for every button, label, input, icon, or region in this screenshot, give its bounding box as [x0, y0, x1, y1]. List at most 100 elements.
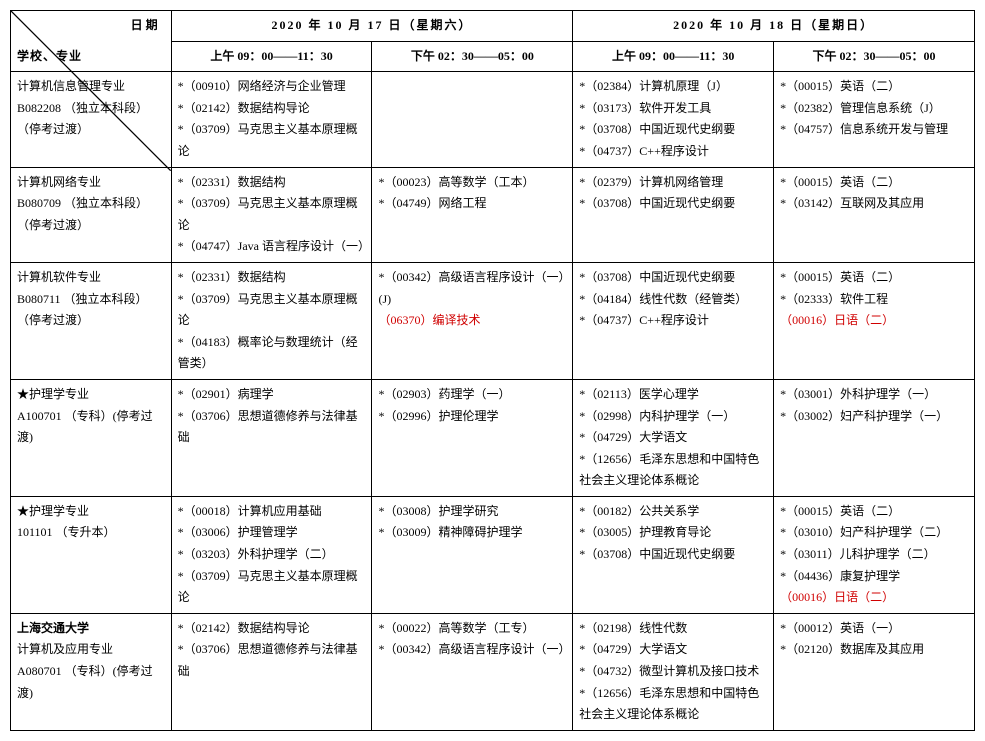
course-entry: *（02379）计算机网络管理	[579, 172, 767, 194]
course-entry: *（02382）管理信息系统（J）	[780, 98, 968, 120]
course-entry: *（02903）药理学（一）	[378, 384, 566, 406]
course-entry: *（04737）C++程序设计	[579, 310, 767, 332]
course-entry: *（02113）医学心理学	[579, 384, 767, 406]
slot-cell: *（03008）护理学研究*（03009）精神障碍护理学	[372, 496, 573, 613]
slot-cell: *（02379）计算机网络管理*（03708）中国近现代史纲要	[573, 167, 774, 262]
slot-cell: *（03708）中国近现代史纲要*（04184）线性代数（经管类）*（04737…	[573, 262, 774, 379]
course-entry: *（03709）马克思主义基本原理概论	[178, 119, 366, 162]
slot-cell: *（00022）高等数学（工专）*（00342）高级语言程序设计（一）	[372, 613, 573, 730]
major-line: 计算机信息管理专业	[17, 76, 165, 98]
major-line: （停考过渡）	[17, 119, 165, 141]
course-entry: *（03142）互联网及其应用	[780, 193, 968, 215]
slot-cell: *（00015）英语（二）*（02382）管理信息系统（J）*（04757）信息…	[774, 72, 975, 167]
course-entry: *（03708）中国近现代史纲要	[579, 193, 767, 215]
slot-cell: *（00018）计算机应用基础*（03006）护理管理学*（03203）外科护理…	[171, 496, 372, 613]
course-entry: *（04737）C++程序设计	[579, 141, 767, 163]
course-entry: *（03709）马克思主义基本原理概论	[178, 566, 366, 609]
course-entry: *（02120）数据库及其应用	[780, 639, 968, 661]
slot-cell: *（00015）英语（二）*（02333）软件工程（00016）日语（二）	[774, 262, 975, 379]
course-entry: *（00015）英语（二）	[780, 76, 968, 98]
exam-schedule-table: 日期 学校、专业 2020 年 10 月 17 日（星期六） 2020 年 10…	[10, 10, 975, 731]
major-line: （停考过渡）	[17, 215, 165, 237]
course-entry: *（00018）计算机应用基础	[178, 501, 366, 523]
slot-cell: *（02198）线性代数*（04729）大学语文*（04732）微型计算机及接口…	[573, 613, 774, 730]
course-entry: （00016）日语（二）	[780, 310, 968, 332]
course-entry: *（03001）外科护理学（一）	[780, 384, 968, 406]
course-entry: *（02142）数据结构导论	[178, 618, 366, 640]
course-entry: *（12656）毛泽东思想和中国特色社会主义理论体系概论	[579, 683, 767, 726]
course-entry: *（00015）英语（二）	[780, 501, 968, 523]
course-entry: *（02901）病理学	[178, 384, 366, 406]
course-entry: *（00022）高等数学（工专）	[378, 618, 566, 640]
header-slot-0-0: 上午 09：00——11：30	[171, 41, 372, 72]
major-line: A080701 （专科）(停考过渡)	[17, 661, 165, 704]
table-row: ★护理学专业101101 （专升本）*（00018）计算机应用基础*（03006…	[11, 496, 975, 613]
header-row-dates: 日期 学校、专业 2020 年 10 月 17 日（星期六） 2020 年 10…	[11, 11, 975, 42]
course-entry: *（04729）大学语文	[579, 427, 767, 449]
slot-cell: *（02142）数据结构导论*（03706）思想道德修养与法律基础	[171, 613, 372, 730]
course-entry: *（03708）中国近现代史纲要	[579, 119, 767, 141]
course-entry: *（03708）中国近现代史纲要	[579, 544, 767, 566]
major-cell: ★护理学专业A100701 （专科）(停考过渡)	[11, 379, 172, 496]
course-entry: *（03005）护理教育导论	[579, 522, 767, 544]
course-entry: （06370）编译技术	[378, 310, 566, 332]
course-entry: （00016）日语（二）	[780, 587, 968, 609]
course-entry: *（02384）计算机原理（J）	[579, 76, 767, 98]
slot-cell: *（02901）病理学*（03706）思想道德修养与法律基础	[171, 379, 372, 496]
course-entry: *（00342）高级语言程序设计（一）	[378, 639, 566, 661]
slot-cell: *（00910）网络经济与企业管理*（02142）数据结构导论*（03709）马…	[171, 72, 372, 167]
course-entry: *（02333）软件工程	[780, 289, 968, 311]
header-slot-1-1: 下午 02：30——05：00	[774, 41, 975, 72]
course-entry: *（02996）护理伦理学	[378, 406, 566, 428]
course-entry: *（00342）高级语言程序设计（一）(J)	[378, 267, 566, 310]
course-entry: *（04436）康复护理学	[780, 566, 968, 588]
major-cell: 上海交通大学计算机及应用专业A080701 （专科）(停考过渡)	[11, 613, 172, 730]
major-line: 上海交通大学	[17, 618, 165, 640]
slot-cell: *（02384）计算机原理（J）*（03173）软件开发工具*（03708）中国…	[573, 72, 774, 167]
major-cell: 计算机软件专业B080711 （独立本科段）（停考过渡）	[11, 262, 172, 379]
major-line: B080709 （独立本科段）	[17, 193, 165, 215]
course-entry: *（04749）网络工程	[378, 193, 566, 215]
header-diag-top: 日期	[131, 15, 161, 37]
major-cell: ★护理学专业101101 （专升本）	[11, 496, 172, 613]
course-entry: *（03009）精神障碍护理学	[378, 522, 566, 544]
major-line: ★护理学专业	[17, 501, 165, 523]
course-entry: *（03203）外科护理学（二）	[178, 544, 366, 566]
course-entry: *（04184）线性代数（经管类）	[579, 289, 767, 311]
course-entry: *（02998）内科护理学（一）	[579, 406, 767, 428]
major-line: 101101 （专升本）	[17, 522, 165, 544]
course-entry: *（02198）线性代数	[579, 618, 767, 640]
course-entry: *（00015）英语（二）	[780, 267, 968, 289]
course-entry: *（03706）思想道德修养与法律基础	[178, 406, 366, 449]
header-day-1: 2020 年 10 月 18 日（星期日）	[573, 11, 975, 42]
slot-cell: *（02113）医学心理学*（02998）内科护理学（一）*（04729）大学语…	[573, 379, 774, 496]
slot-cell: *（02331）数据结构*（03709）马克思主义基本原理概论*（04183）概…	[171, 262, 372, 379]
table-row: 计算机信息管理专业B082208 （独立本科段）（停考过渡）*（00910）网络…	[11, 72, 975, 167]
table-row: 上海交通大学计算机及应用专业A080701 （专科）(停考过渡)*（02142）…	[11, 613, 975, 730]
course-entry: *（03008）护理学研究	[378, 501, 566, 523]
slot-cell: *（00012）英语（一）*（02120）数据库及其应用	[774, 613, 975, 730]
major-cell: 计算机信息管理专业B082208 （独立本科段）（停考过渡）	[11, 72, 172, 167]
header-day-0: 2020 年 10 月 17 日（星期六）	[171, 11, 573, 42]
course-entry: *（03709）马克思主义基本原理概论	[178, 193, 366, 236]
slot-cell: *（02331）数据结构*（03709）马克思主义基本原理概论*（04747）J…	[171, 167, 372, 262]
slot-cell	[372, 72, 573, 167]
header-diagonal-cell: 日期 学校、专业	[11, 11, 172, 72]
major-line: A100701 （专科）(停考过渡)	[17, 406, 165, 449]
major-line: 计算机网络专业	[17, 172, 165, 194]
header-diag-bottom: 学校、专业	[17, 46, 82, 68]
course-entry: *（03706）思想道德修养与法律基础	[178, 639, 366, 682]
course-entry: *（03010）妇产科护理学（二）	[780, 522, 968, 544]
table-row: ★护理学专业A100701 （专科）(停考过渡)*（02901）病理学*（037…	[11, 379, 975, 496]
course-entry: *（04757）信息系统开发与管理	[780, 119, 968, 141]
slot-cell: *（00182）公共关系学*（03005）护理教育导论*（03708）中国近现代…	[573, 496, 774, 613]
major-line: B082208 （独立本科段）	[17, 98, 165, 120]
course-entry: *（04183）概率论与数理统计（经管类）	[178, 332, 366, 375]
course-entry: *（03708）中国近现代史纲要	[579, 267, 767, 289]
course-entry: *（03173）软件开发工具	[579, 98, 767, 120]
course-entry: *（04729）大学语文	[579, 639, 767, 661]
course-entry: *（00182）公共关系学	[579, 501, 767, 523]
slot-cell: *（00023）高等数学（工本）*（04749）网络工程	[372, 167, 573, 262]
course-entry: *（03011）儿科护理学（二）	[780, 544, 968, 566]
table-row: 计算机网络专业B080709 （独立本科段）（停考过渡） *（02331）数据结构…	[11, 167, 975, 262]
